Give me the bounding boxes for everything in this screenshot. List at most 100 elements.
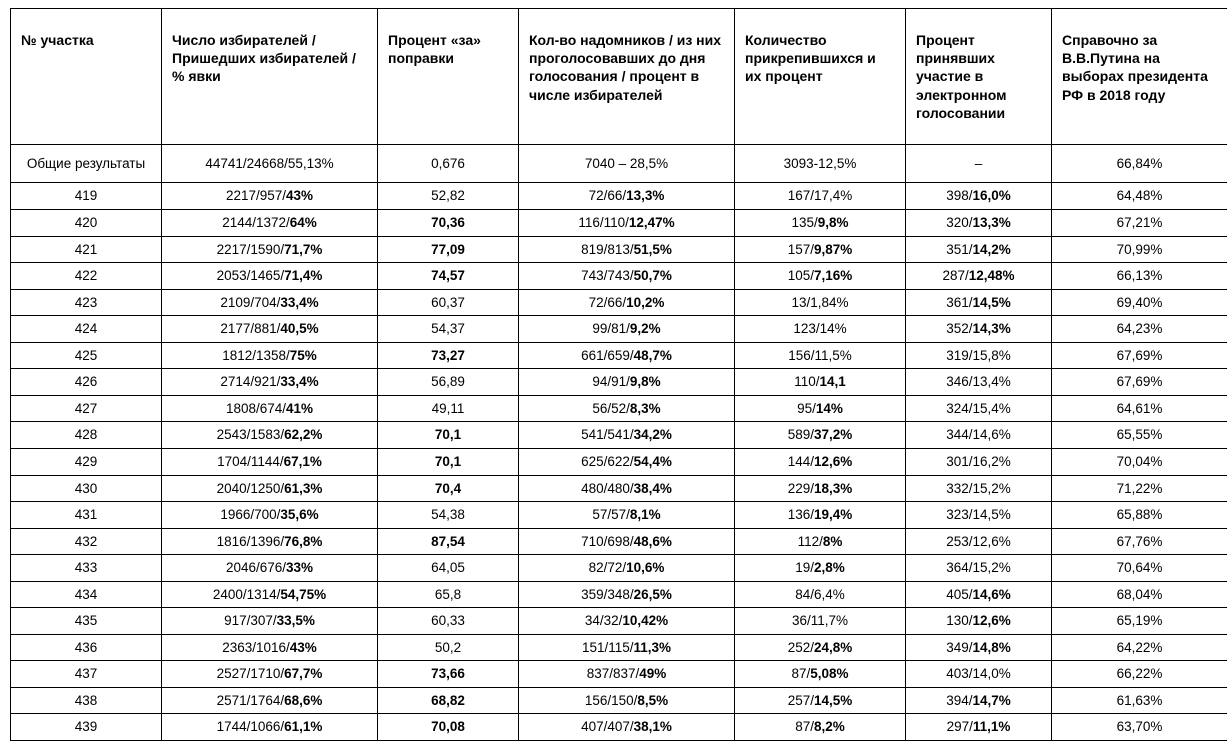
- cell-num: 426: [11, 369, 162, 396]
- table-body: Общие результаты 44741/24668/55,13% 0,67…: [11, 144, 1227, 740]
- cell-putin: 65,19%: [1052, 608, 1227, 635]
- cell-num: 433: [11, 555, 162, 582]
- cell-home: 151/115/11,3%: [519, 634, 735, 661]
- cell-yes: 68,82: [378, 687, 519, 714]
- cell-num: 436: [11, 634, 162, 661]
- cell-voters: 2363/1016/43%: [162, 634, 378, 661]
- cell-elec: 130/12,6%: [906, 608, 1052, 635]
- cell-putin: 67,69%: [1052, 369, 1227, 396]
- cell-elec: 361/14,5%: [906, 289, 1052, 316]
- cell-elec: 352/14,3%: [906, 316, 1052, 343]
- table-row: 4212217/1590/71,7%77,09819/813/51,5%157/…: [11, 236, 1227, 263]
- cell-voters: 2109/704/33,4%: [162, 289, 378, 316]
- totals-yes: 0,676: [378, 144, 519, 183]
- cell-attach: 144/12,6%: [735, 448, 906, 475]
- cell-attach: 156/11,5%: [735, 342, 906, 369]
- cell-elec: 320/13,3%: [906, 210, 1052, 237]
- cell-putin: 64,48%: [1052, 183, 1227, 210]
- table-row: 4202144/1372/64%70,36116/110/12,47%135/9…: [11, 210, 1227, 237]
- cell-putin: 63,70%: [1052, 714, 1227, 741]
- cell-attach: 19/2,8%: [735, 555, 906, 582]
- cell-voters: 1808/674/41%: [162, 395, 378, 422]
- cell-home: 819/813/51,5%: [519, 236, 735, 263]
- cell-voters: 1744/1066/61,1%: [162, 714, 378, 741]
- cell-voters: 917/307/33,5%: [162, 608, 378, 635]
- cell-home: 72/66/10,2%: [519, 289, 735, 316]
- cell-yes: 70,1: [378, 448, 519, 475]
- cell-elec: 332/15,2%: [906, 475, 1052, 502]
- col-header-num: № участка: [11, 9, 162, 145]
- cell-attach: 229/18,3%: [735, 475, 906, 502]
- cell-elec: 323/14,5%: [906, 502, 1052, 529]
- cell-elec: 287/12,48%: [906, 263, 1052, 290]
- cell-yes: 60,33: [378, 608, 519, 635]
- cell-num: 434: [11, 581, 162, 608]
- cell-voters: 2040/1250/61,3%: [162, 475, 378, 502]
- col-header-voters: Число избирателей / Пришедших избирателе…: [162, 9, 378, 145]
- cell-putin: 71,22%: [1052, 475, 1227, 502]
- cell-yes: 65,8: [378, 581, 519, 608]
- cell-attach: 110/14,1: [735, 369, 906, 396]
- cell-home: 661/659/48,7%: [519, 342, 735, 369]
- cell-num: 435: [11, 608, 162, 635]
- cell-yes: 87,54: [378, 528, 519, 555]
- table-row: 4262714/921/33,4%56,8994/91/9,8%110/14,1…: [11, 369, 1227, 396]
- cell-attach: 112/8%: [735, 528, 906, 555]
- cell-yes: 77,09: [378, 236, 519, 263]
- table-wrapper: № участка Число избирателей / Пришедших …: [0, 0, 1227, 749]
- cell-elec: 405/14,6%: [906, 581, 1052, 608]
- cell-home: 56/52/8,3%: [519, 395, 735, 422]
- cell-voters: 1812/1358/75%: [162, 342, 378, 369]
- cell-voters: 2400/1314/54,75%: [162, 581, 378, 608]
- cell-putin: 70,99%: [1052, 236, 1227, 263]
- table-row: 4382571/1764/68,6%68,82156/150/8,5%257/1…: [11, 687, 1227, 714]
- cell-num: 421: [11, 236, 162, 263]
- col-header-putin: Справочно за В.В.Путина на выборах прези…: [1052, 9, 1227, 145]
- header-row: № участка Число избирателей / Пришедших …: [11, 9, 1227, 145]
- cell-elec: 346/13,4%: [906, 369, 1052, 396]
- totals-putin: 66,84%: [1052, 144, 1227, 183]
- cell-putin: 65,88%: [1052, 502, 1227, 529]
- cell-yes: 70,1: [378, 422, 519, 449]
- cell-home: 710/698/48,6%: [519, 528, 735, 555]
- cell-num: 425: [11, 342, 162, 369]
- cell-attach: 105/7,16%: [735, 263, 906, 290]
- cell-num: 420: [11, 210, 162, 237]
- cell-voters: 2053/1465/71,4%: [162, 263, 378, 290]
- cell-home: 407/407/38,1%: [519, 714, 735, 741]
- table-row: 435917/307/33,5%60,3334/32/10,42%36/11,7…: [11, 608, 1227, 635]
- cell-voters: 2527/1710/67,7%: [162, 661, 378, 688]
- cell-voters: 2543/1583/62,2%: [162, 422, 378, 449]
- table-row: 4271808/674/41%49,1156/52/8,3%95/14%324/…: [11, 395, 1227, 422]
- col-header-attach: Количество прикрепившихся и их процент: [735, 9, 906, 145]
- cell-elec: 324/15,4%: [906, 395, 1052, 422]
- cell-putin: 70,04%: [1052, 448, 1227, 475]
- cell-attach: 123/14%: [735, 316, 906, 343]
- cell-voters: 2571/1764/68,6%: [162, 687, 378, 714]
- cell-home: 82/72/10,6%: [519, 555, 735, 582]
- cell-yes: 52,82: [378, 183, 519, 210]
- cell-yes: 54,38: [378, 502, 519, 529]
- table-row: 4362363/1016/43%50,2151/115/11,3%252/24,…: [11, 634, 1227, 661]
- totals-num: Общие результаты: [11, 144, 162, 183]
- col-header-elec: Процент принявших участие в электронном …: [906, 9, 1052, 145]
- cell-num: 432: [11, 528, 162, 555]
- cell-home: 625/622/54,4%: [519, 448, 735, 475]
- cell-putin: 67,76%: [1052, 528, 1227, 555]
- cell-attach: 84/6,4%: [735, 581, 906, 608]
- cell-attach: 157/9,87%: [735, 236, 906, 263]
- totals-elec: –: [906, 144, 1052, 183]
- cell-elec: 319/15,8%: [906, 342, 1052, 369]
- cell-yes: 60,37: [378, 289, 519, 316]
- cell-attach: 136/19,4%: [735, 502, 906, 529]
- cell-home: 72/66/13,3%: [519, 183, 735, 210]
- table-row: 4192217/957/43%52,8272/66/13,3%167/17,4%…: [11, 183, 1227, 210]
- cell-elec: 351/14,2%: [906, 236, 1052, 263]
- cell-voters: 1966/700/35,6%: [162, 502, 378, 529]
- cell-elec: 344/14,6%: [906, 422, 1052, 449]
- cell-home: 99/81/9,2%: [519, 316, 735, 343]
- cell-yes: 56,89: [378, 369, 519, 396]
- cell-voters: 2217/1590/71,7%: [162, 236, 378, 263]
- cell-yes: 70,4: [378, 475, 519, 502]
- cell-num: 439: [11, 714, 162, 741]
